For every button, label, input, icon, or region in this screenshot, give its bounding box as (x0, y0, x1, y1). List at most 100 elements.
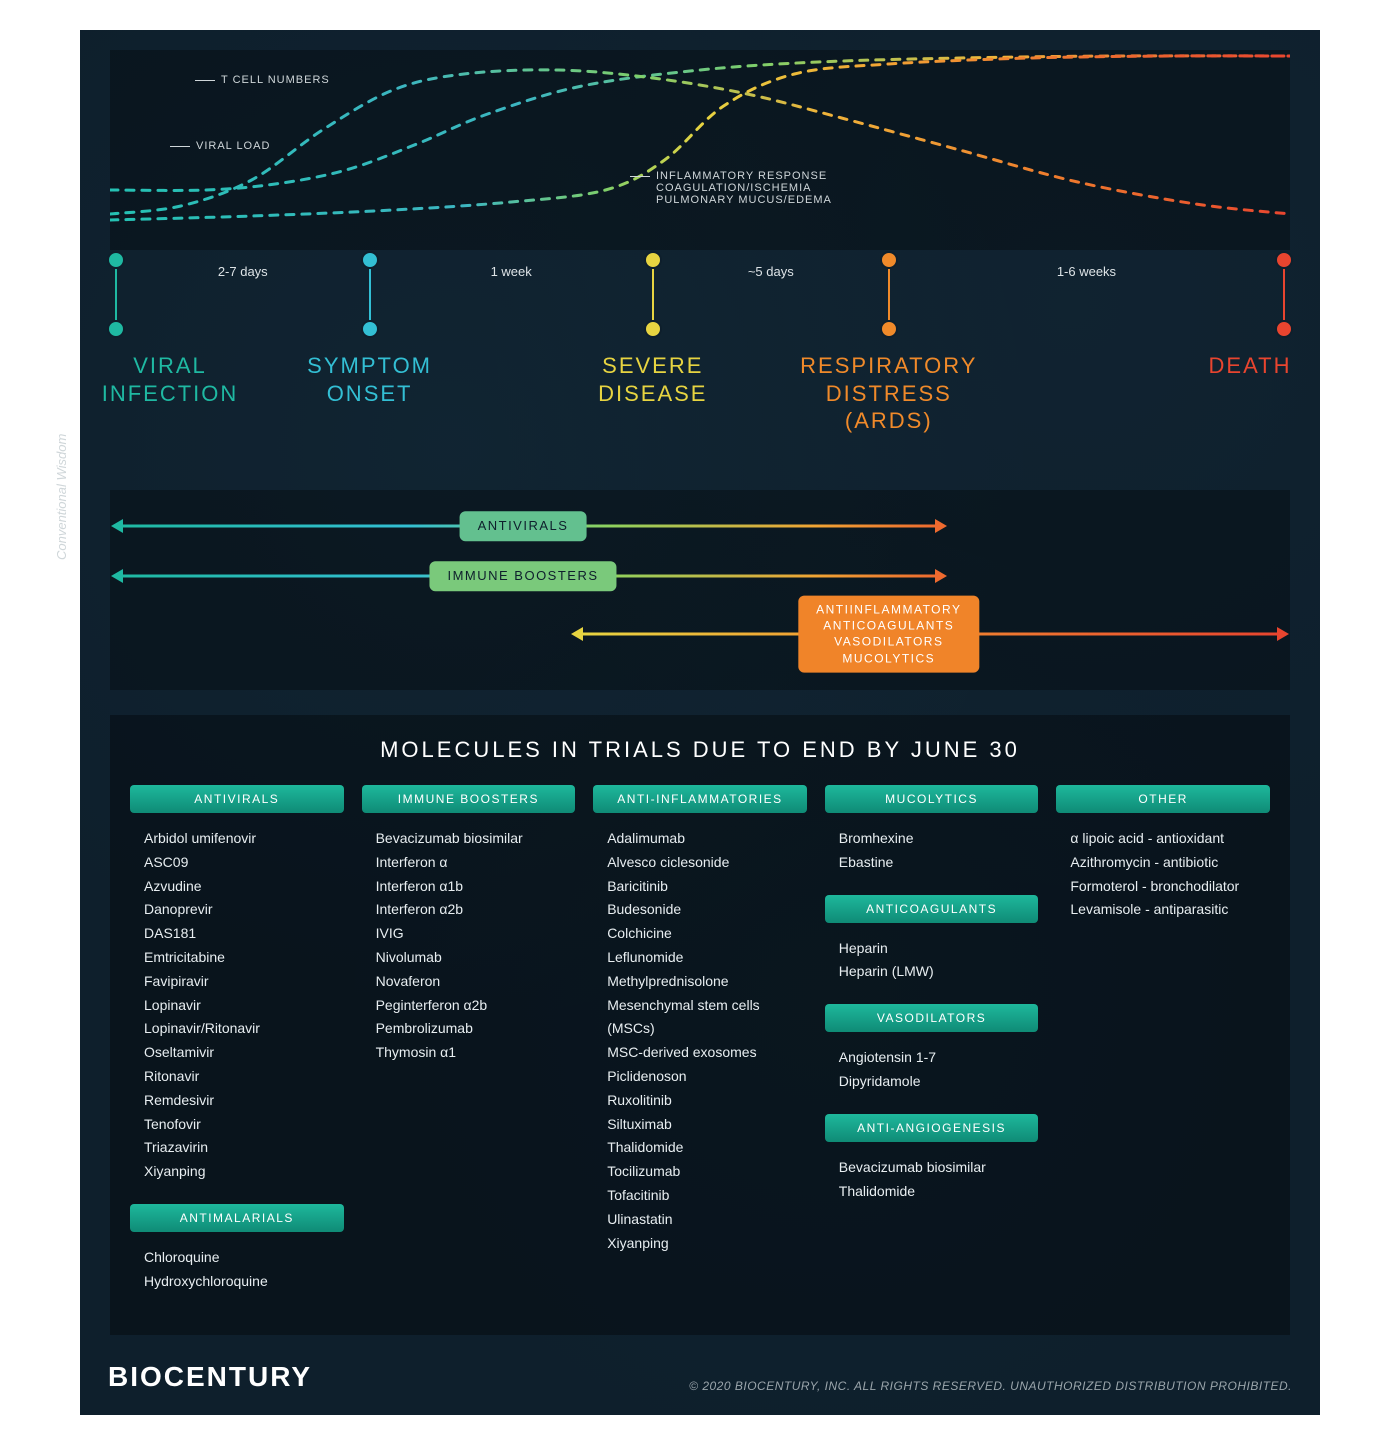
arrow-right-icon (1277, 627, 1289, 641)
molecule-item: Siltuximab (607, 1113, 801, 1137)
molecule-item: Angiotensin 1-7 (839, 1046, 1033, 1070)
timeline-node-viral_infection (107, 251, 125, 269)
molecule-item: Methylprednisolone (607, 970, 801, 994)
arrow-left-icon (111, 569, 123, 583)
molecule-item: MSC-derived exosomes (607, 1041, 801, 1065)
stage-label-symptom_onset: SYMPTOM ONSET (307, 352, 432, 407)
molecule-item: Piclidenoson (607, 1065, 801, 1089)
timeline-node-symptom_onset (361, 251, 379, 269)
stage-label-viral_infection: VIRAL INFECTION (102, 352, 239, 407)
timeline-node2-viral_infection (107, 320, 125, 338)
interventions-panel: ANTIVIRALS IMMUNE BOOSTERS ANTIINFLAMMATOR… (110, 490, 1290, 690)
category-list: α lipoic acid - antioxidantAzithromycin … (1056, 823, 1270, 932)
molecule-item: Hydroxychloroquine (144, 1270, 338, 1294)
timeline-node2-respiratory_distress (880, 320, 898, 338)
arrow-left-icon (571, 627, 583, 641)
timeline-stem-respiratory_distress (888, 269, 890, 320)
molecules-section: MOLECULES IN TRIALS DUE TO END BY JUNE 3… (110, 715, 1290, 1335)
interval-label: ~5 days (731, 264, 811, 279)
molecule-item: Interferon α1b (376, 875, 570, 899)
conventional-wisdom-label: Conventional Wisdom (54, 434, 69, 560)
molecule-item: Lopinavir (144, 994, 338, 1018)
molecule-item: DAS181 (144, 922, 338, 946)
antivirals_row: ANTIVIRALS (110, 504, 1290, 548)
molecule-item: Danoprevir (144, 898, 338, 922)
category-header: ANTI-ANGIOGENESIS (825, 1114, 1039, 1142)
molecule-item: Emtricitabine (144, 946, 338, 970)
molecule-item: Formoterol - bronchodilator (1070, 875, 1264, 899)
immune_boosters_row: IMMUNE BOOSTERS (110, 554, 1290, 598)
molecule-item: Interferon α2b (376, 898, 570, 922)
molecule-item: Lopinavir/Ritonavir (144, 1017, 338, 1041)
molecule-item: Ritonavir (144, 1065, 338, 1089)
category-list: Angiotensin 1-7Dipyridamole (825, 1042, 1039, 1104)
timeline-node-severe_disease (644, 251, 662, 269)
copyright-text: © 2020 BIOCENTURY, INC. ALL RIGHTS RESER… (689, 1379, 1292, 1393)
antiinflammatory_row: ANTIINFLAMMATORY ANTICOAGULANTS VASODILA… (110, 612, 1290, 656)
molecule-column: IMMUNE BOOSTERSBevacizumab biosimilarInt… (362, 785, 576, 1304)
stage-label-respiratory_distress: RESPIRATORY DISTRESS (ARDS) (800, 352, 977, 435)
interval-label: 1-6 weeks (1046, 264, 1126, 279)
molecule-item: Interferon α (376, 851, 570, 875)
brand-logo: BIOCENTURY (108, 1361, 312, 1393)
antiinflammatory_row-pill: ANTIINFLAMMATORY ANTICOAGULANTS VASODILA… (798, 596, 979, 673)
molecule-item: Remdesivir (144, 1089, 338, 1113)
molecule-column: ANTIVIRALS Arbidol umifenovirASC09Azvudin… (130, 785, 344, 1304)
molecule-item: Tocilizumab (607, 1160, 801, 1184)
timeline-node2-death (1275, 320, 1293, 338)
category-list: ChloroquineHydroxychloroquine (130, 1242, 344, 1304)
category-list: BromhexineEbastine (825, 823, 1039, 885)
molecule-item: ASC09 (144, 851, 338, 875)
antivirals_row-pill: ANTIVIRALS (460, 511, 587, 541)
molecule-item: Xiyanping (144, 1160, 338, 1184)
interval-label: 1 week (471, 264, 551, 279)
category-list: HeparinHeparin (LMW) (825, 933, 1039, 995)
molecule-item: Alvesco ciclesonide (607, 851, 801, 875)
category-header: OTHER (1056, 785, 1270, 813)
molecule-item: Dipyridamole (839, 1070, 1033, 1094)
curve-label-inflammatory_response: INFLAMMATORY RESPONSECOAGULATION/ISCHEMI… (630, 170, 832, 206)
immune_boosters_row-pill: IMMUNE BOOSTERS (429, 561, 616, 591)
molecule-item: Peginterferon α2b (376, 994, 570, 1018)
molecule-item: Xiyanping (607, 1232, 801, 1256)
molecule-item: Arbidol umifenovir (144, 827, 338, 851)
curves-panel: T CELL NUMBERSVIRAL LOADINFLAMMATORY RES… (110, 50, 1290, 250)
molecule-item: Heparin (LMW) (839, 960, 1033, 984)
molecule-column: ANTI-INFLAMMATORIESAdalimumabAlvesco cic… (593, 785, 807, 1304)
curve-label-viral_load: VIRAL LOAD (170, 140, 270, 152)
timeline-stem-symptom_onset (369, 269, 371, 320)
category-header: ANTIVIRALS (130, 785, 344, 813)
molecule-item: Triazavirin (144, 1136, 338, 1160)
interval-label: 2-7 days (203, 264, 283, 279)
molecule-item: Tenofovir (144, 1113, 338, 1137)
molecule-item: Ulinastatin (607, 1208, 801, 1232)
molecule-item: Levamisole - antiparasitic (1070, 898, 1264, 922)
category-list: Bevacizumab biosimilarThalidomide (825, 1152, 1039, 1214)
molecule-item: Chloroquine (144, 1246, 338, 1270)
category-list: Arbidol umifenovirASC09AzvudineDanoprevi… (130, 823, 344, 1194)
molecule-item: Budesonide (607, 898, 801, 922)
timeline: VIRAL INFECTIONSYMPTOM ONSETSEVERE DISEA… (110, 260, 1290, 470)
molecule-item: Colchicine (607, 922, 801, 946)
molecule-item: Thymosin α1 (376, 1041, 570, 1065)
molecule-item: Baricitinib (607, 875, 801, 899)
molecule-item: Bromhexine (839, 827, 1033, 851)
molecule-item: Azithromycin - antibiotic (1070, 851, 1264, 875)
timeline-node-respiratory_distress (880, 251, 898, 269)
molecule-item: Bevacizumab biosimilar (376, 827, 570, 851)
molecule-item: Favipiravir (144, 970, 338, 994)
molecule-item: α lipoic acid - antioxidant (1070, 827, 1264, 851)
timeline-node2-symptom_onset (361, 320, 379, 338)
molecule-item: Ebastine (839, 851, 1033, 875)
arrow-right-icon (935, 569, 947, 583)
stage-label-severe_disease: SEVERE DISEASE (598, 352, 707, 407)
molecule-item: Ruxolitinib (607, 1089, 801, 1113)
infographic-canvas: T CELL NUMBERSVIRAL LOADINFLAMMATORY RES… (80, 30, 1320, 1415)
timeline-node-death (1275, 251, 1293, 269)
footer: BIOCENTURY © 2020 BIOCENTURY, INC. ALL R… (108, 1361, 1292, 1393)
category-header: ANTI-INFLAMMATORIES (593, 785, 807, 813)
timeline-stem-death (1283, 269, 1285, 320)
molecules-title: MOLECULES IN TRIALS DUE TO END BY JUNE 3… (130, 737, 1270, 763)
timeline-stem-severe_disease (652, 269, 654, 320)
molecule-item: Pembrolizumab (376, 1017, 570, 1041)
